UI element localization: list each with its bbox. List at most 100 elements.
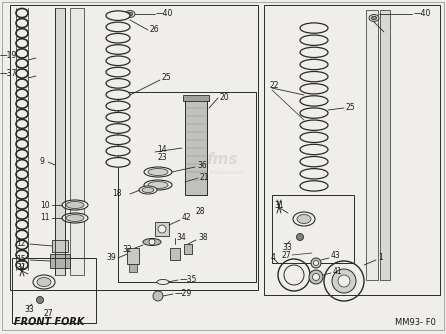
Text: 25: 25 [346,103,355,112]
Ellipse shape [16,39,28,48]
Circle shape [297,233,303,240]
Ellipse shape [300,84,328,94]
Ellipse shape [106,146,130,156]
Circle shape [309,270,323,284]
Text: 20: 20 [220,93,230,102]
Circle shape [37,297,44,304]
Bar [118,92,256,282]
Text: 18: 18 [112,189,122,198]
Ellipse shape [300,59,328,70]
Ellipse shape [106,90,130,100]
Text: 27: 27 [43,310,53,319]
Ellipse shape [16,150,28,159]
Text: 21: 21 [200,173,210,182]
Bar [127,248,139,264]
Text: 31: 31 [16,264,25,273]
Text: FRONT FORK: FRONT FORK [14,317,84,327]
Ellipse shape [300,108,328,118]
Bar [52,240,68,252]
Text: 28: 28 [196,207,206,216]
Text: 33: 33 [282,242,292,252]
Ellipse shape [297,214,311,223]
Ellipse shape [128,12,132,16]
Bar [170,248,180,260]
Ellipse shape [16,19,28,28]
Bar [129,264,137,272]
Ellipse shape [300,169,328,179]
Ellipse shape [300,23,328,33]
Bar [272,195,354,263]
Ellipse shape [143,238,161,245]
Circle shape [313,274,319,281]
Text: 15: 15 [17,256,26,265]
Text: 34: 34 [176,232,186,241]
Circle shape [311,258,321,268]
Text: 41: 41 [333,268,343,277]
Circle shape [332,269,356,293]
Ellipse shape [372,16,376,20]
Ellipse shape [106,124,130,133]
Ellipse shape [106,101,130,111]
Ellipse shape [106,11,130,20]
Text: 43: 43 [331,252,341,261]
Ellipse shape [16,29,28,38]
Bar [366,10,378,280]
Circle shape [153,291,163,301]
Ellipse shape [62,213,88,223]
Bar [183,95,209,101]
Ellipse shape [16,261,28,270]
Text: 9: 9 [39,158,44,167]
Text: 12: 12 [17,239,26,248]
Text: —19: —19 [0,51,17,60]
Ellipse shape [16,69,28,78]
Bar [380,10,390,280]
Ellipse shape [300,47,328,57]
Ellipse shape [16,230,28,239]
Text: 25: 25 [162,73,172,82]
Text: —40: —40 [414,9,431,18]
Ellipse shape [300,144,328,155]
Ellipse shape [16,130,28,139]
Text: 39: 39 [106,254,116,263]
Text: 1: 1 [378,254,383,263]
Ellipse shape [37,278,51,287]
Ellipse shape [157,280,169,285]
Text: 11: 11 [41,213,50,222]
Text: 4: 4 [271,253,276,262]
Bar [50,254,70,268]
Ellipse shape [106,33,130,43]
Ellipse shape [16,89,28,98]
Ellipse shape [125,10,135,17]
Ellipse shape [16,220,28,229]
Ellipse shape [16,200,28,209]
Ellipse shape [144,180,172,190]
Ellipse shape [106,113,130,122]
Ellipse shape [16,140,28,149]
Ellipse shape [16,49,28,58]
Ellipse shape [300,120,328,130]
Text: fms: fms [206,153,238,167]
Ellipse shape [300,71,328,82]
Ellipse shape [106,78,130,88]
Text: 38: 38 [198,233,208,242]
Ellipse shape [139,186,157,194]
Ellipse shape [16,160,28,169]
Bar [70,8,84,275]
Bar [55,8,65,275]
Ellipse shape [16,170,28,179]
Ellipse shape [369,14,379,21]
Text: 10: 10 [41,200,50,209]
Ellipse shape [144,167,172,177]
Ellipse shape [16,240,28,249]
Text: 31: 31 [274,200,284,209]
Ellipse shape [16,180,28,189]
Ellipse shape [293,212,315,226]
Ellipse shape [300,96,328,106]
Ellipse shape [106,56,130,65]
Circle shape [158,225,166,233]
Ellipse shape [300,35,328,45]
Ellipse shape [106,67,130,77]
Ellipse shape [66,214,84,221]
Ellipse shape [33,275,55,289]
Text: —35: —35 [180,276,198,285]
